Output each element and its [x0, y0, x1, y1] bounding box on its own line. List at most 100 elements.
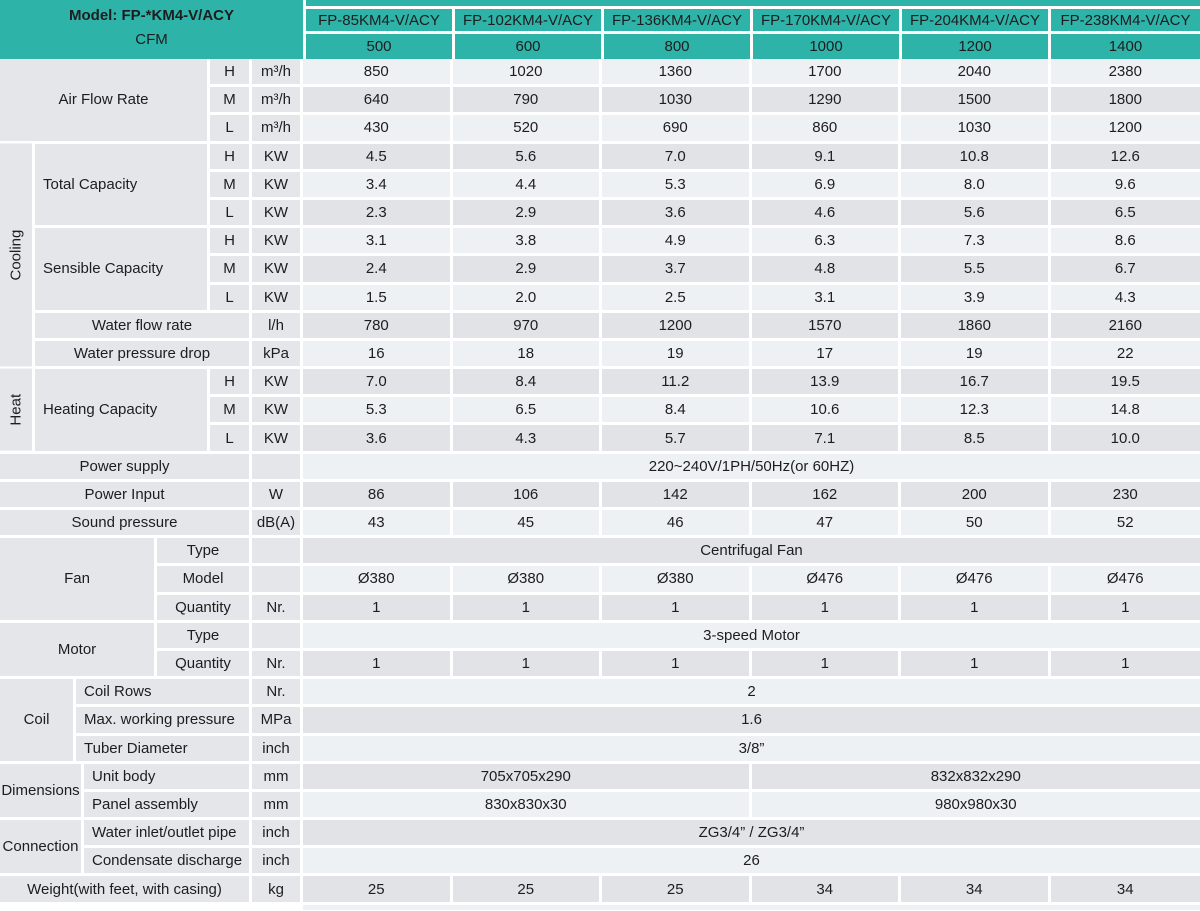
value-cell: 12.3 [901, 397, 1048, 423]
unit-kw: KW [252, 143, 300, 169]
value-cell: 4.4 [452, 171, 599, 197]
row-label-fan-model: Model [157, 566, 249, 592]
value-cell: 22 [1050, 340, 1200, 367]
value-cell: 13.9 [751, 369, 898, 395]
value-cell: 50 [901, 510, 1048, 536]
cfm-value-cell: 1200 [902, 34, 1048, 59]
value-cell: 850 [303, 59, 450, 85]
airflow-h-values: 850 1020 1360 1700 2040 2380 [303, 59, 1200, 85]
group-label-coil: Coil [0, 679, 73, 761]
value-cell: 3.1 [751, 284, 898, 310]
speed-label-h: H [210, 59, 249, 85]
value-cell: 106 [452, 481, 599, 507]
value-cell: 1200 [602, 312, 749, 338]
water-pressure-values: 16 18 19 17 19 22 [303, 340, 1200, 367]
unit-w: W [252, 481, 300, 507]
cfm-value-cell: 1400 [1051, 34, 1200, 59]
total-capacity-h-values: 4.5 5.6 7.0 9.1 10.8 12.6 [303, 143, 1200, 169]
unit-blank [252, 622, 300, 648]
unit-kw: KW [252, 369, 300, 395]
model-header-block: Model: FP-*KM4-V/ACY CFM [0, 0, 303, 59]
value-cell: 10.0 [1050, 425, 1200, 451]
group-label-motor: Motor [0, 622, 154, 677]
sensible-capacity-h-values: 3.1 3.8 4.9 6.3 7.3 8.6 [303, 228, 1200, 254]
unit-body-values: 705x705x290 832x832x290 [303, 763, 1200, 789]
speed-label-h: H [210, 369, 249, 395]
row-label-tuber-diameter: Tuber Diameter [76, 735, 249, 761]
value-cell: 4.6 [751, 199, 898, 226]
group-label-dimensions: Dimensions [0, 763, 81, 818]
value-cell: 5.3 [303, 397, 450, 423]
value-cell: 780 [303, 312, 450, 338]
water-flow-values: 780 970 1200 1570 1860 2160 [303, 312, 1200, 338]
cfm-value-cell: 1000 [753, 34, 899, 59]
value-cell: 34 [901, 876, 1048, 902]
airflow-m-values: 640 790 1030 1290 1500 1800 [303, 87, 1200, 113]
value-cell: 1 [751, 650, 898, 677]
value-cell: 1 [303, 594, 450, 620]
unit-mm: mm [252, 791, 300, 818]
value-cell: 790 [452, 87, 599, 113]
unit-blank [252, 566, 300, 592]
value-cell: 230 [1050, 481, 1200, 507]
value-cell: 1860 [901, 312, 1048, 338]
model-header-label: Model: FP-*KM4-V/ACY [69, 7, 234, 24]
row-label-max-working-pressure: Max. working pressure [76, 707, 249, 733]
value-cell: 1 [1050, 594, 1200, 620]
value-cell: 830x830x30 [303, 791, 749, 818]
unit-dba: dB(A) [252, 510, 300, 536]
model-column-header: FP-85KM4-V/ACY [306, 9, 452, 31]
value-cell: Ø476 [751, 566, 898, 592]
value-cell: Ø380 [602, 566, 749, 592]
fan-model-values: Ø380 Ø380 Ø380 Ø476 Ø476 Ø476 [303, 566, 1200, 592]
value-cell: 1 [602, 594, 749, 620]
value-cell: 46 [602, 510, 749, 536]
model-column-header: FP-238KM4-V/ACY [1051, 9, 1200, 31]
row-label-power-supply: Power supply [0, 453, 249, 479]
value-cell: 4.9 [602, 228, 749, 254]
value-cell: 3.8 [452, 228, 599, 254]
cfm-value-cell: 800 [604, 34, 750, 59]
speed-label-m: M [210, 171, 249, 197]
value-cell: 6.5 [1050, 199, 1200, 226]
value-cell: 6.3 [751, 228, 898, 254]
value-cell: 3.9 [901, 284, 1048, 310]
row-label-coil-rows: Coil Rows [76, 679, 249, 705]
value-cell: 34 [1050, 876, 1200, 902]
value-cell: 3.7 [602, 256, 749, 282]
unit-kw: KW [252, 284, 300, 310]
unit-mm: mm [252, 763, 300, 789]
power-supply-value: 220~240V/1PH/50Hz(or 60HZ) [303, 453, 1200, 479]
row-label-weight: Weight(with feet, with casing) [0, 876, 249, 902]
value-cell: 10.6 [751, 397, 898, 423]
value-cell: 16 [303, 340, 450, 367]
motor-type-value: 3-speed Motor [303, 622, 1200, 648]
value-cell: 4.3 [1050, 284, 1200, 310]
value-cell: 8.4 [602, 397, 749, 423]
airflow-l-values: 430 520 690 860 1030 1200 [303, 115, 1200, 141]
value-cell: 1700 [751, 59, 898, 85]
value-cell: Ø380 [452, 566, 599, 592]
value-cell: 6.7 [1050, 256, 1200, 282]
model-column-header: FP-204KM4-V/ACY [902, 9, 1048, 31]
value-cell: 2380 [1050, 59, 1200, 85]
row-label-sound-pressure: Sound pressure [0, 510, 249, 536]
sensible-capacity-l-values: 1.5 2.0 2.5 3.1 3.9 4.3 [303, 284, 1200, 310]
value-cell: 19.5 [1050, 369, 1200, 395]
value-cell: 2.9 [452, 256, 599, 282]
value-cell: 9.6 [1050, 171, 1200, 197]
value-cell: 7.0 [303, 369, 450, 395]
unit-kw: KW [252, 397, 300, 423]
value-cell: 10.8 [901, 143, 1048, 169]
value-cell: 7.3 [901, 228, 1048, 254]
row-label-total-capacity: Total Capacity [35, 143, 207, 226]
value-cell: 18 [452, 340, 599, 367]
value-cell: 3.4 [303, 171, 450, 197]
value-cell: 19 [602, 340, 749, 367]
value-cell: 9.1 [751, 143, 898, 169]
row-label-fan-quantity: Quantity [157, 594, 249, 620]
model-columns-row: FP-85KM4-V/ACY FP-102KM4-V/ACY FP-136KM4-V… [306, 9, 1200, 31]
row-label-unit-body: Unit body [84, 763, 249, 789]
